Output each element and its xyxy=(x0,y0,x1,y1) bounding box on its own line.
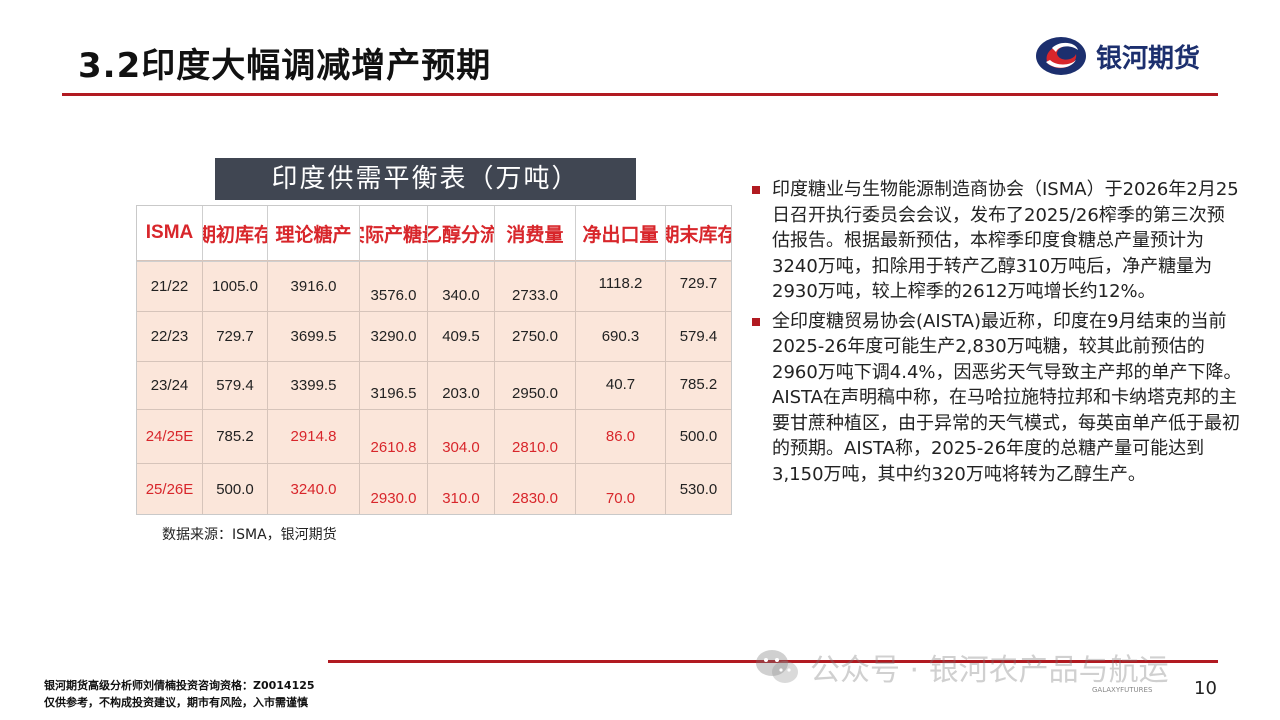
commentary-bullets: 印度糖业与生物能源制造商协会（ISMA）于2026年2月25日召开执行委员会会议… xyxy=(752,177,1242,491)
table-cell: 785.2 xyxy=(203,410,268,464)
risk-warning: 仅供参考，不构成投资建议，期市有风险，入市需谨慎 xyxy=(44,696,308,709)
table-cell: 23/24 xyxy=(137,362,203,410)
header-cell: 理论糖产 xyxy=(268,206,360,261)
table-title: 印度供需平衡表（万吨） xyxy=(215,158,636,200)
table-cell: 40.7 xyxy=(576,362,666,410)
table-cell: 2750.0 xyxy=(495,312,576,362)
bottom-divider xyxy=(328,660,1218,663)
slide-title: 3.2印度大幅调减增产预期 xyxy=(78,46,492,86)
header-cell: 消费量 xyxy=(495,206,576,261)
table-cell: 729.7 xyxy=(666,261,731,312)
analyst-credential: 银河期货高级分析师刘倩楠投资咨询资格：Z0014125 xyxy=(44,679,315,692)
table-cell: 2830.0 xyxy=(495,464,576,514)
table-header: ISMA 期初库存 理论糖产 实际产糖量 乙醇分流 消费量 净出口量 期末库存 xyxy=(137,206,731,262)
table-cell: 690.3 xyxy=(576,312,666,362)
table-cell: 25/26E xyxy=(137,464,203,514)
table-cell: 310.0 xyxy=(428,464,495,514)
bullet-item-aista: 全印度糖贸易协会(AISTA)最近称，印度在9月结束的当前2025-26年度可能… xyxy=(752,309,1242,488)
table-cell: 500.0 xyxy=(666,410,731,464)
table-cell: 203.0 xyxy=(428,362,495,410)
company-logo: 银河期货 xyxy=(1034,34,1220,78)
table-cell: 785.2 xyxy=(666,362,731,410)
table-cell: 579.4 xyxy=(203,362,268,410)
table-cell: 1118.2 xyxy=(576,261,666,312)
galaxy-logo-icon xyxy=(1036,37,1086,75)
page-number: 10 xyxy=(1194,678,1217,699)
table-cell: 3399.5 xyxy=(268,362,360,410)
table-cell: 86.0 xyxy=(576,410,666,464)
wechat-icon xyxy=(756,650,798,683)
table-cell: 579.4 xyxy=(666,312,731,362)
disclaimer: 银河期货高级分析师刘倩楠投资咨询资格：Z0014125 仅供参考，不构成投资建议… xyxy=(44,677,315,711)
table-cell: 500.0 xyxy=(203,464,268,514)
header-cell: 期末库存 xyxy=(666,206,731,261)
table-cell: 2950.0 xyxy=(495,362,576,410)
brand-small-text: GALAXYFUTURES xyxy=(1092,686,1153,694)
watermark-text: 公众号 · 银河农产品与航运 xyxy=(810,653,1169,688)
header-cell: 期初库存 xyxy=(203,206,268,261)
logo-text: 银河期货 xyxy=(1096,44,1201,74)
table-cell: 530.0 xyxy=(679,480,718,498)
square-bullet-icon xyxy=(752,186,760,194)
table-cell: 70.0 xyxy=(576,464,666,514)
bullet-text: 全印度糖贸易协会(AISTA)最近称，印度在9月结束的当前2025-26年度可能… xyxy=(772,310,1242,485)
table-cell: 2610.8 xyxy=(360,410,428,464)
table-cell: 3576.0 xyxy=(360,261,428,312)
table-cell: 22/23 xyxy=(137,312,203,362)
bullet-text: 印度糖业与生物能源制造商协会（ISMA）于2026年2月25日召开执行委员会会议… xyxy=(772,179,1239,302)
table-cell: 729.7 xyxy=(203,312,268,362)
table-cell: 2914.8 xyxy=(268,410,360,464)
table-cell: 340.0 xyxy=(428,261,495,312)
table-cell: 1005.0 xyxy=(203,261,268,312)
header-cell: 净出口量 xyxy=(576,206,666,261)
table-cell: 3290.0 xyxy=(360,312,428,362)
table-cell: 3196.5 xyxy=(360,362,428,410)
table-cell: 2733.0 xyxy=(495,261,576,312)
table-cell: 3916.0 xyxy=(268,261,360,312)
table-cell: 2810.0 xyxy=(495,410,576,464)
top-divider xyxy=(62,93,1218,96)
header-cell: ISMA xyxy=(137,206,203,261)
table-cell: 409.5 xyxy=(428,312,495,362)
square-bullet-icon xyxy=(752,317,760,326)
header-cell: 乙醇分流 xyxy=(428,206,495,261)
table-cell: 21/22 xyxy=(137,261,203,312)
table-cell: 24/25E xyxy=(137,410,203,464)
table-cell: 2930.0 xyxy=(360,464,428,514)
table-cell: 304.0 xyxy=(428,410,495,464)
data-source-note: 数据来源：ISMA，银河期货 xyxy=(162,527,337,543)
table-cell: 3240.0 xyxy=(268,464,360,514)
table-cell: 3699.5 xyxy=(268,312,360,362)
bullet-item-isma: 印度糖业与生物能源制造商协会（ISMA）于2026年2月25日召开执行委员会会议… xyxy=(752,177,1242,305)
wechat-watermark: 公众号 · 银河农产品与航运 xyxy=(754,642,1169,692)
header-cell: 实际产糖量 xyxy=(360,206,428,261)
supply-demand-table: ISMA 期初库存 理论糖产 实际产糖量 乙醇分流 消费量 净出口量 期末库存 … xyxy=(136,205,732,515)
